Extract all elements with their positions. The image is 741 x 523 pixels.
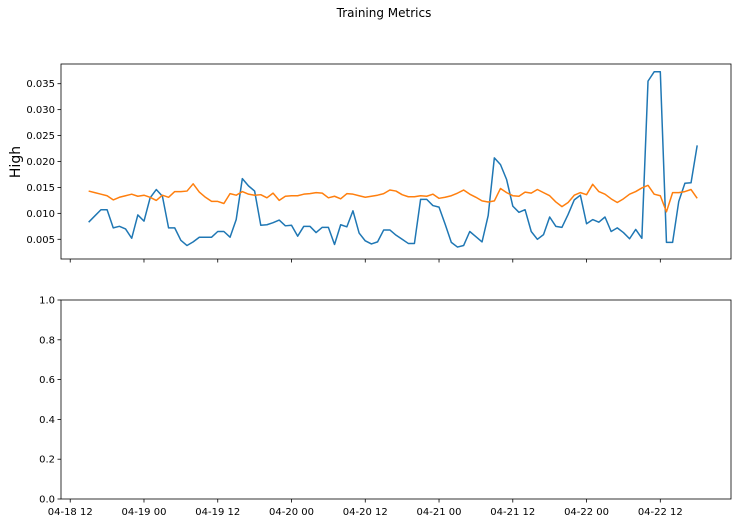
y-tick-label: 0.8 <box>39 335 55 346</box>
y-tick-label: 0.030 <box>26 105 55 116</box>
bottom-panel-frame <box>60 299 732 500</box>
series-line-1 <box>88 71 698 248</box>
x-tick-label: 04-20 12 <box>343 507 388 518</box>
y-tick-label: 0.0 <box>39 495 55 506</box>
y-tick-label: 0.020 <box>26 157 55 168</box>
x-tick-label: 04-22 00 <box>564 507 609 518</box>
y-tick-label: 0.025 <box>26 131 55 142</box>
x-tick-label: 04-20 00 <box>269 507 314 518</box>
top-series-group <box>88 71 698 248</box>
chart-title: Training Metrics <box>336 6 432 20</box>
x-tick-label: 04-19 12 <box>195 507 240 518</box>
bottom-panel: 0.0 0.2 0.4 0.6 0.8 1.0 04-18 12 04-19 00 04-19… <box>39 296 732 518</box>
y-tick-label: 0.035 <box>26 79 55 90</box>
y-tick-label: 0.4 <box>39 415 55 426</box>
y-tick-label: 0.2 <box>39 455 55 466</box>
y-tick-label: 0.005 <box>26 235 55 246</box>
x-tick-label: 04-19 00 <box>121 507 166 518</box>
x-tick-label: 04-21 12 <box>490 507 535 518</box>
y-tick-label: 0.010 <box>26 209 55 220</box>
bottom-x-axis: 04-18 12 04-19 00 04-19 12 04-20 00 04-20 12… <box>48 499 683 518</box>
y-tick-label: 1.0 <box>39 296 55 307</box>
y-tick-label: 0.6 <box>39 375 55 386</box>
top-panel-frame <box>60 63 732 260</box>
top-x-axis <box>69 259 661 263</box>
top-panel: 0.005 0.010 0.015 0.020 0.025 0.030 0.035 High <box>8 63 732 263</box>
x-tick-label: 04-21 00 <box>417 507 462 518</box>
x-tick-label: 04-22 12 <box>638 507 683 518</box>
y-tick-label: 0.015 <box>26 183 55 194</box>
x-tick-label: 04-18 12 <box>48 507 93 518</box>
top-y-axis: 0.005 0.010 0.015 0.020 0.025 0.030 0.035 <box>26 79 61 246</box>
series-line-2 <box>88 183 698 213</box>
top-y-axis-label: High <box>8 146 24 178</box>
bottom-y-axis: 0.0 0.2 0.4 0.6 0.8 1.0 <box>39 296 61 506</box>
